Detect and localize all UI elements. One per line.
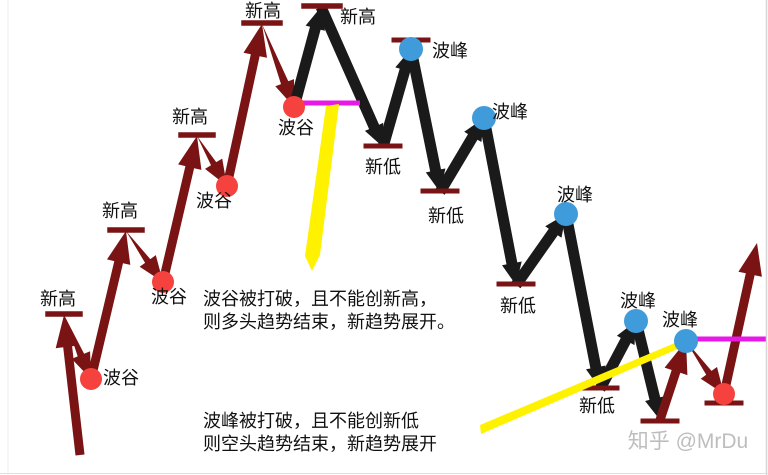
svg-text:知乎 @MrDu: 知乎 @MrDu bbox=[628, 430, 748, 453]
